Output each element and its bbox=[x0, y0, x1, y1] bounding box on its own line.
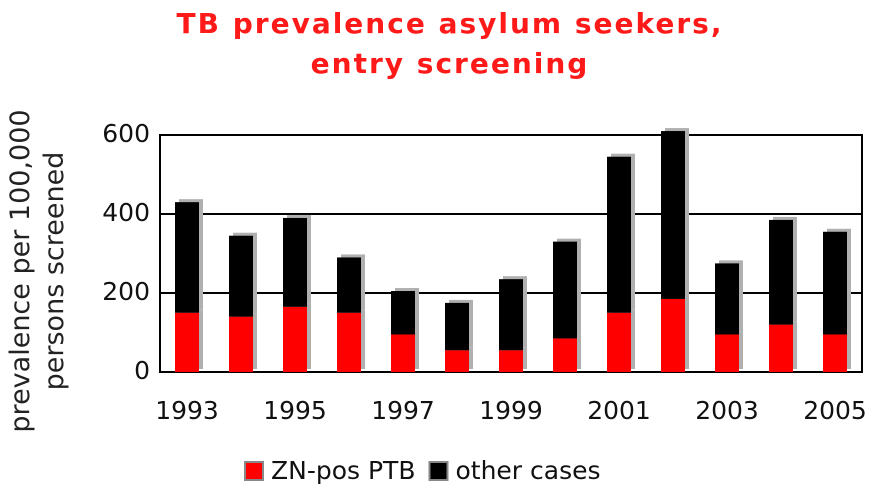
bar bbox=[445, 302, 469, 351]
bar bbox=[715, 263, 739, 335]
bar bbox=[553, 241, 577, 339]
x-tick-label: 2003 bbox=[695, 396, 759, 425]
x-tick-label: 1993 bbox=[155, 396, 219, 425]
bar bbox=[229, 316, 253, 372]
bar bbox=[445, 350, 469, 372]
bar bbox=[769, 219, 793, 325]
bar bbox=[823, 334, 847, 372]
legend-swatch bbox=[428, 461, 449, 481]
bar bbox=[769, 324, 793, 372]
bar bbox=[661, 131, 685, 299]
y-tick-label: 400 bbox=[102, 198, 150, 227]
x-tick-label: 2005 bbox=[803, 396, 867, 425]
bar bbox=[661, 298, 685, 372]
x-tick-label: 1997 bbox=[371, 396, 435, 425]
y-tick-label: 600 bbox=[102, 119, 150, 148]
bar bbox=[391, 291, 415, 335]
y-tick-label: 0 bbox=[134, 356, 150, 385]
bar bbox=[607, 156, 631, 313]
bar bbox=[607, 312, 631, 372]
x-tick-label: 1995 bbox=[263, 396, 327, 425]
legend-swatch bbox=[244, 461, 264, 481]
bar bbox=[337, 312, 361, 372]
x-tick-label: 1999 bbox=[479, 396, 543, 425]
bar bbox=[499, 279, 523, 351]
bar bbox=[283, 217, 307, 307]
bar bbox=[553, 338, 577, 372]
bar bbox=[715, 334, 739, 372]
x-tick-label: 2001 bbox=[587, 396, 651, 425]
bar bbox=[175, 312, 199, 372]
legend-label: other cases bbox=[455, 456, 600, 485]
bar bbox=[823, 231, 847, 335]
bar bbox=[175, 202, 199, 313]
bar bbox=[499, 350, 523, 372]
bar bbox=[229, 235, 253, 317]
legend-label: ZN-pos PTB bbox=[271, 456, 415, 485]
bar bbox=[283, 306, 307, 372]
chart-title: TB prevalence asylum seekers, entry scre… bbox=[176, 7, 724, 80]
y-tick-label: 200 bbox=[102, 277, 150, 306]
bar bbox=[391, 334, 415, 372]
bar bbox=[337, 257, 361, 313]
